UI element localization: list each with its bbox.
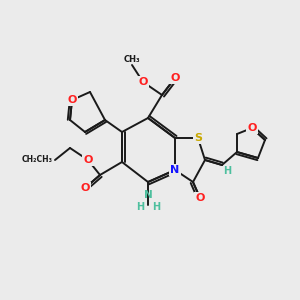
Text: H: H xyxy=(152,202,160,212)
Text: S: S xyxy=(194,133,202,143)
Text: O: O xyxy=(67,95,77,105)
Text: O: O xyxy=(170,73,180,83)
Text: H: H xyxy=(136,202,144,212)
Text: O: O xyxy=(195,193,205,203)
Text: CH₂CH₃: CH₂CH₃ xyxy=(22,155,53,164)
Text: CH₃: CH₃ xyxy=(124,56,140,64)
Text: O: O xyxy=(138,77,148,87)
Text: N: N xyxy=(170,165,180,175)
Text: H: H xyxy=(223,166,231,176)
Text: O: O xyxy=(83,155,93,165)
Text: O: O xyxy=(80,183,90,193)
Text: O: O xyxy=(247,123,257,133)
Text: N: N xyxy=(144,190,152,200)
